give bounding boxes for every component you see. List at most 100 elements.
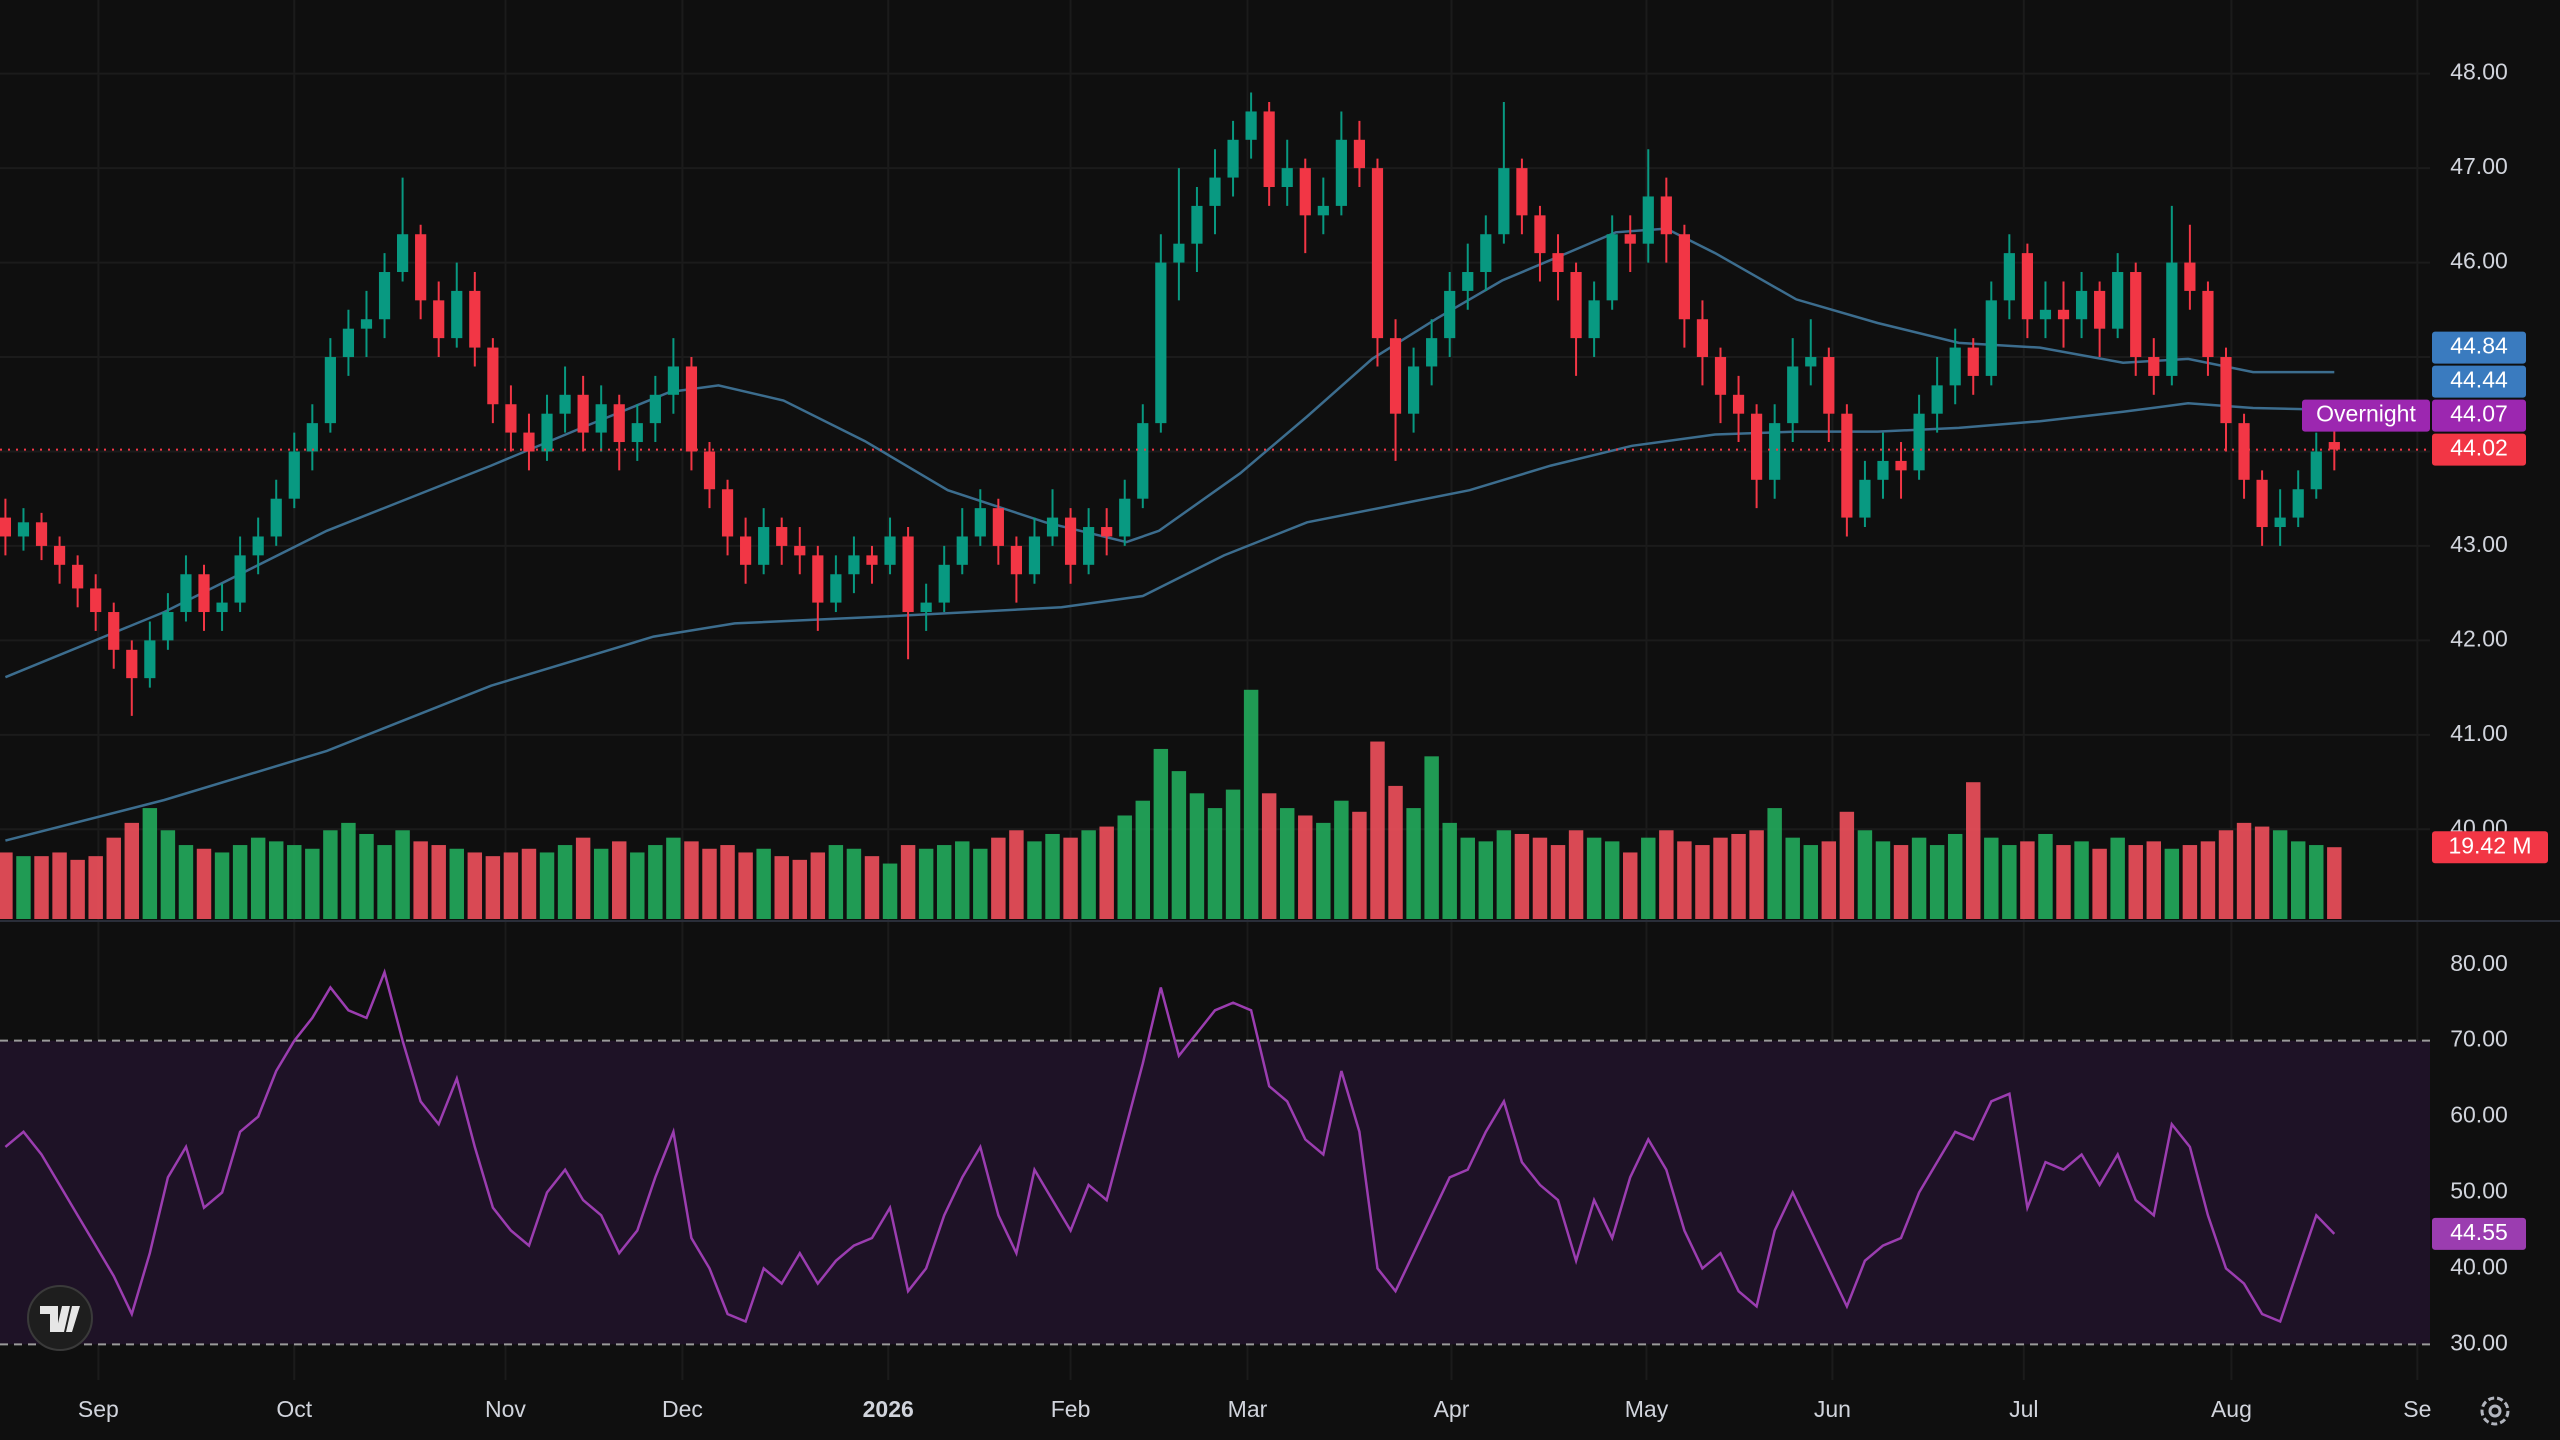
label-layer: Sep Oct Nov Dec 2026 Feb Mar Apr May Jun Jul Aug Se 4… — [78, 59, 2548, 1422]
volume-bar — [1225, 789, 1241, 919]
volume-bar — [1478, 841, 1494, 919]
candle-body — [2021, 253, 2034, 320]
volume-bar — [250, 837, 266, 919]
candle-body — [162, 612, 174, 641]
volume-bar — [323, 830, 338, 919]
price-marker-name: Overnight — [2316, 401, 2416, 427]
price-marker-label: 44.84 — [2450, 333, 2508, 359]
candle-body — [1462, 272, 1474, 291]
volume-bar — [991, 837, 1006, 919]
candle-body — [378, 272, 391, 320]
volume-bar — [1063, 837, 1078, 919]
y-tick-label: 60.00 — [2450, 1102, 2508, 1128]
x-tick-label: Oct — [276, 1396, 312, 1422]
volume-bar — [1081, 830, 1096, 919]
volume-bar — [467, 852, 483, 919]
volume-bar — [1009, 830, 1024, 919]
candle-body — [487, 347, 499, 405]
candle-body — [1516, 168, 1528, 216]
candle-body — [234, 555, 246, 603]
settings-gear-center[interactable] — [2488, 1404, 2502, 1418]
candle-body — [1696, 319, 1709, 358]
volume-bar — [2309, 845, 2324, 919]
candle-body — [198, 574, 210, 613]
volume-bar — [2200, 841, 2216, 919]
candle-body — [523, 432, 535, 452]
candle-body — [758, 527, 770, 565]
y-tick-label: 80.00 — [2450, 950, 2508, 976]
volume-bar — [1947, 833, 1963, 919]
y-tick-label: 47.00 — [2450, 153, 2508, 179]
candle-body — [1642, 196, 1654, 244]
candle-body — [1426, 338, 1438, 367]
candle-body — [72, 564, 84, 589]
candle-body — [1155, 262, 1167, 424]
candle-body — [1498, 168, 1510, 235]
candle-body — [396, 234, 409, 273]
volume-bar — [1334, 800, 1349, 919]
volume-bar — [485, 856, 501, 919]
volume-bar — [1045, 833, 1060, 919]
candle-body — [1281, 168, 1293, 188]
candle-body — [1660, 196, 1672, 235]
volume-bar — [214, 852, 230, 919]
settings-button[interactable] — [2480, 1396, 2510, 1426]
volume-bar — [1984, 837, 1999, 919]
candle-body — [812, 555, 824, 603]
candle-body — [1534, 215, 1546, 254]
volume-bar — [900, 845, 916, 919]
candle-body — [613, 404, 625, 443]
candle-body — [216, 602, 228, 613]
volume-bar — [395, 830, 410, 919]
candle-body — [2256, 479, 2268, 528]
volume-bar — [413, 841, 428, 919]
price-marker-name-box — [2302, 399, 2430, 432]
volume-bar — [2110, 837, 2125, 919]
volume-bar — [1767, 808, 1782, 919]
candle-body — [288, 451, 300, 499]
volume-bar — [1370, 741, 1385, 919]
volume-bar — [539, 852, 555, 919]
candle-body — [1805, 357, 1817, 367]
y-tick-label: 70.00 — [2450, 1026, 2508, 1052]
x-tick-label: Jul — [2009, 1396, 2038, 1422]
volume-marker-label: 19.42 M — [2448, 832, 2531, 858]
candle-body — [1480, 234, 1492, 273]
volume-bar — [846, 848, 862, 919]
candle-body — [108, 612, 120, 650]
candle-body — [1877, 460, 1889, 480]
settings-gear[interactable] — [2480, 1396, 2510, 1426]
x-tick-label: Aug — [2211, 1396, 2252, 1422]
volume-bar — [1027, 841, 1042, 919]
volume-bar — [936, 845, 952, 919]
y-tick-label: 40.00 — [2450, 1253, 2508, 1279]
candle-body — [1191, 205, 1203, 244]
volume-bar — [1821, 841, 1837, 919]
volume-bar — [973, 848, 988, 919]
candle-body — [667, 366, 679, 395]
rsi-marker-box — [2432, 1217, 2526, 1250]
price-marker-box — [2432, 365, 2526, 398]
volume-bar — [341, 822, 356, 919]
price-marker-box — [2432, 331, 2526, 364]
candle-body — [541, 413, 553, 452]
volume-bar — [2272, 830, 2288, 919]
volume-bar — [1623, 852, 1638, 919]
volume-bar — [557, 845, 573, 919]
y-tick-label: 43.00 — [2450, 531, 2508, 557]
x-tick-label: Jun — [1814, 1396, 1851, 1422]
candle-body — [1678, 234, 1690, 320]
candle-body — [0, 517, 12, 537]
volume-bar — [2182, 845, 2198, 919]
y-tick-label: 41.00 — [2450, 720, 2508, 746]
candle-body — [902, 536, 914, 613]
volume-bar — [1875, 841, 1891, 919]
candle-body — [1444, 290, 1456, 339]
x-tick-label: Mar — [1228, 1396, 1268, 1422]
candle-body — [1119, 498, 1131, 537]
candle-body — [848, 555, 860, 575]
x-tick-label: Sep — [78, 1396, 119, 1422]
candle-body — [1769, 423, 1781, 480]
candle-body — [1407, 366, 1420, 414]
